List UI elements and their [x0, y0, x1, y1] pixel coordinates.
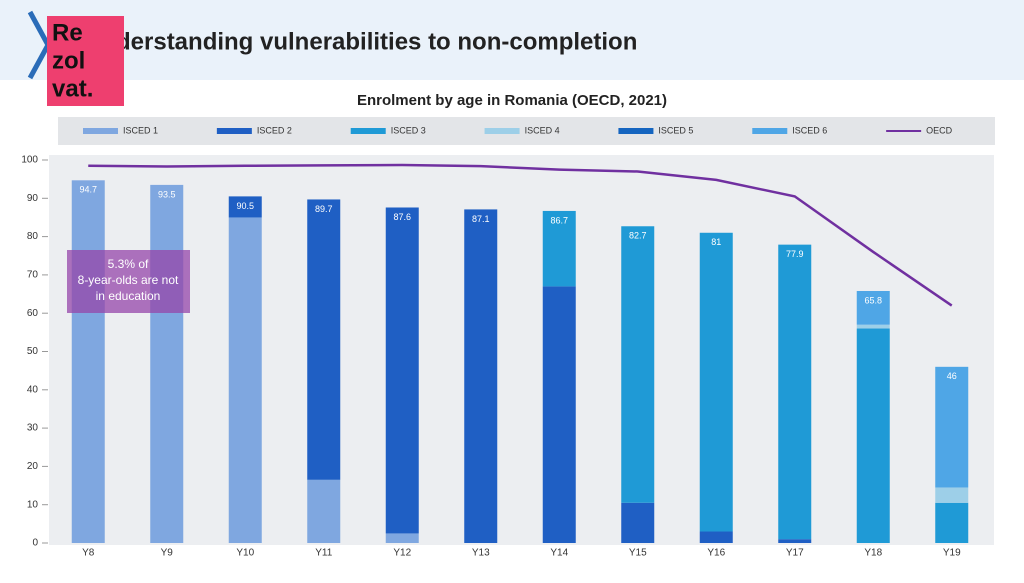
y-tick-label: 20 — [27, 461, 39, 472]
bar-segment — [150, 184, 184, 543]
x-tick-label: Y17 — [786, 548, 804, 559]
annotation-box — [67, 250, 190, 313]
total-label: 86.7 — [550, 215, 568, 225]
total-label: 87.1 — [472, 214, 490, 224]
total-label: 94.7 — [79, 185, 97, 195]
bar-segment — [935, 487, 969, 503]
y-tick-label: 50 — [27, 346, 39, 357]
y-tick-label: 40 — [27, 384, 39, 395]
slide-title: Understanding vulnerabilities to non-com… — [84, 28, 637, 55]
x-tick-label: Y19 — [943, 548, 961, 559]
total-label: 82.7 — [629, 231, 647, 241]
bar-segment — [307, 479, 341, 543]
bar-segment — [935, 502, 969, 543]
total-label: 93.5 — [158, 189, 176, 199]
logo-text: zol — [52, 47, 85, 74]
legend-swatch — [350, 128, 386, 134]
bar-segment — [856, 324, 890, 329]
chart-title: Enrolment by age in Romania (OECD, 2021) — [357, 92, 667, 109]
legend-label: ISCED 2 — [257, 125, 292, 135]
y-tick-label: 0 — [32, 538, 38, 549]
bar-segment — [935, 366, 969, 488]
y-tick-label: 60 — [27, 308, 39, 319]
x-tick-label: Y8 — [82, 548, 95, 559]
bar-segment — [778, 539, 812, 543]
x-tick-label: Y18 — [864, 548, 882, 559]
legend-label: ISCED 6 — [792, 125, 827, 135]
bar-segment — [699, 531, 733, 543]
bar-segment — [228, 217, 262, 543]
header-band — [0, 0, 1024, 80]
legend-label: ISCED 1 — [123, 125, 158, 135]
bar-segment — [621, 502, 655, 543]
logo-text: vat. — [52, 75, 93, 102]
bar-segment — [621, 226, 655, 503]
bar-segment — [464, 209, 498, 544]
y-tick-label: 30 — [27, 423, 39, 434]
total-label: 65.8 — [864, 295, 882, 305]
legend-swatch — [752, 128, 788, 134]
x-tick-label: Y16 — [707, 548, 725, 559]
legend-label: ISCED 5 — [658, 125, 693, 135]
bar-segment — [542, 210, 576, 287]
line-series — [88, 163, 953, 307]
y-tick-label: 90 — [27, 193, 39, 204]
logo-text: Re — [52, 19, 83, 46]
bar-segment — [71, 180, 105, 543]
bar-segment — [856, 290, 890, 325]
total-label: 89.7 — [315, 204, 333, 214]
x-tick-label: Y10 — [236, 548, 254, 559]
x-tick-label: Y14 — [550, 548, 568, 559]
total-label: 87.6 — [393, 212, 411, 222]
y-tick-label: 70 — [27, 270, 39, 281]
bar-segment — [228, 196, 262, 218]
bar-segment — [307, 199, 341, 480]
bar-segment — [856, 328, 890, 543]
legend-label: ISCED 3 — [391, 125, 426, 135]
bar-segment — [385, 207, 419, 534]
x-tick-label: Y13 — [472, 548, 490, 559]
plot-area — [49, 155, 994, 545]
bar-segment — [385, 533, 419, 543]
x-tick-label: Y15 — [629, 548, 647, 559]
legend-swatch — [216, 128, 252, 134]
legend-swatch — [83, 128, 118, 134]
legend-label: OECD — [926, 125, 953, 135]
legend-band — [58, 117, 995, 145]
total-label: 81 — [711, 237, 721, 247]
y-tick-label: 80 — [27, 231, 39, 242]
annotation: 5.3% of 8-year-olds are not in education — [78, 257, 179, 303]
legend-label: ISCED 4 — [525, 125, 560, 135]
bar-segment — [778, 244, 812, 540]
total-label: 46 — [947, 371, 957, 381]
logo — [47, 16, 124, 106]
x-tick-label: Y11 — [315, 548, 332, 559]
total-label: 77.9 — [786, 249, 804, 259]
bar-segment — [699, 232, 733, 532]
legend-swatch — [618, 128, 654, 134]
x-tick-label: Y9 — [161, 548, 174, 559]
legend-swatch — [484, 128, 520, 134]
y-tick-label: 100 — [21, 155, 38, 166]
x-tick-label: Y12 — [393, 548, 411, 559]
total-label: 90.5 — [236, 201, 254, 211]
y-tick-label: 10 — [27, 499, 39, 510]
bar-segment — [542, 286, 576, 543]
